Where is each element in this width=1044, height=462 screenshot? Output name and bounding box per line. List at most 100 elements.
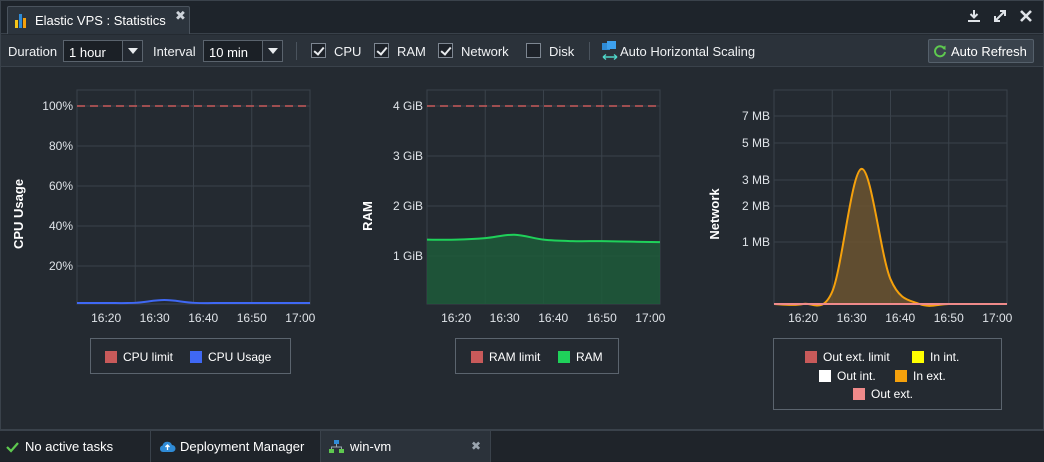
x-tick-label: 16:40	[885, 311, 915, 325]
y-tick-label: 100%	[42, 99, 73, 113]
legend-label: RAM	[576, 350, 603, 364]
y-tick-label: 80%	[49, 139, 73, 153]
legend-label: CPU limit	[123, 350, 173, 364]
deployment-manager-label: Deployment Manager	[180, 439, 305, 454]
title-bar: Elastic VPS : Statistics ✖	[1, 1, 1043, 34]
series-cpu-usage	[76, 299, 310, 305]
tab-win-vm[interactable]: win-vm ✖	[321, 431, 491, 462]
x-tick-label: 16:20	[788, 311, 818, 325]
auto-refresh-label: Auto Refresh	[951, 44, 1027, 59]
x-tick-label: 16:50	[587, 311, 617, 325]
x-tick-label: 16:30	[490, 311, 520, 325]
duration-select[interactable]: 1 hour	[63, 40, 143, 62]
x-tick-label: 17:00	[285, 311, 315, 325]
y-tick-label: 7 MB	[742, 109, 770, 123]
legend-label: Out ext.	[871, 387, 914, 401]
close-icon[interactable]: ✖	[471, 439, 482, 453]
interval-label: Interval	[153, 44, 196, 59]
x-tick-label: 16:40	[538, 311, 568, 325]
check-icon	[6, 440, 19, 458]
y-tick-label: 2 MB	[742, 199, 770, 213]
tasks-status[interactable]: No active tasks	[0, 431, 151, 462]
legend-label: Out ext. limit	[823, 350, 890, 364]
auto-refresh-button[interactable]: Auto Refresh	[928, 39, 1034, 63]
ram-legend: RAM limit RAM	[455, 338, 619, 374]
x-tick-label: 16:40	[188, 311, 218, 325]
y-tick-label: 4 GiB	[393, 99, 423, 113]
legend-swatch	[558, 351, 570, 363]
window-title: Elastic VPS : Statistics	[35, 13, 166, 28]
tab-close-icon[interactable]: ✖	[175, 8, 186, 23]
y-tick-label: 5 MB	[742, 136, 770, 150]
tab-deployment-manager[interactable]: Deployment Manager	[151, 431, 321, 462]
legend-label: CPU Usage	[208, 350, 272, 364]
auto-scaling-icon[interactable]	[602, 41, 618, 61]
legend-swatch	[912, 351, 924, 363]
chevron-down-icon[interactable]	[122, 41, 142, 61]
refresh-icon	[933, 44, 947, 58]
series-ram	[426, 233, 661, 244]
close-icon[interactable]	[1019, 9, 1033, 23]
status-bar: No active tasks Deployment Manager win-v…	[0, 430, 1044, 462]
statistics-window: Elastic VPS : Statistics ✖ Duration 1 ho…	[0, 0, 1044, 430]
legend-item-out-int[interactable]: Out int.	[819, 369, 876, 383]
tasks-label: No active tasks	[25, 439, 114, 454]
duration-value: 1 hour	[69, 45, 106, 60]
legend-swatch	[895, 370, 907, 382]
legend-swatch	[805, 351, 817, 363]
x-tick-label: 16:30	[140, 311, 170, 325]
duration-label: Duration	[8, 44, 58, 59]
axis-title: Network	[707, 188, 722, 240]
x-tick-label: 16:30	[837, 311, 867, 325]
expand-icon[interactable]	[993, 9, 1007, 23]
legend-item-cpu-limit[interactable]: CPU limit	[105, 350, 173, 364]
win-vm-label: win-vm	[350, 439, 392, 454]
tab-statistics[interactable]: Elastic VPS : Statistics ✖	[7, 6, 190, 34]
download-icon[interactable]	[967, 9, 981, 23]
legend-label: RAM limit	[489, 350, 541, 364]
y-tick-label: 20%	[49, 259, 73, 273]
x-tick-label: 17:00	[635, 311, 665, 325]
y-tick-label: 60%	[49, 179, 73, 193]
legend-swatch	[819, 370, 831, 382]
disk-checkbox[interactable]	[526, 43, 541, 58]
legend-item-out-ext-limit[interactable]: Out ext. limit	[805, 350, 890, 364]
legend-item-cpu-usage[interactable]: CPU Usage	[190, 350, 271, 364]
charts-area: 20% 40% 60% 80% 100% 16:20 16:30 16:40 16:50 17:0…	[11, 89, 1013, 325]
network-legend: Out ext. limit In int. Out int. In ext. …	[773, 338, 1002, 410]
x-tick-label: 16:20	[441, 311, 471, 325]
network-checkbox-label[interactable]: Network	[461, 44, 509, 59]
legend-swatch	[471, 351, 483, 363]
legend-label: Out int.	[837, 369, 876, 383]
x-tick-label: 17:00	[982, 311, 1012, 325]
x-tick-label: 16:50	[934, 311, 964, 325]
axis-title: RAM	[360, 201, 375, 231]
legend-item-in-ext[interactable]: In ext.	[895, 369, 946, 383]
y-tick-label: 3 GiB	[393, 149, 423, 163]
legend-swatch	[105, 351, 117, 363]
legend-item-out-ext[interactable]: Out ext.	[853, 387, 913, 401]
legend-item-ram-limit[interactable]: RAM limit	[471, 350, 540, 364]
legend-label: In ext.	[913, 369, 946, 383]
network-checkbox[interactable]	[438, 43, 453, 58]
cpu-checkbox-label[interactable]: CPU	[334, 44, 362, 59]
legend-item-ram[interactable]: RAM	[558, 350, 603, 364]
y-tick-label: 3 MB	[742, 173, 770, 187]
y-tick-label: 40%	[49, 219, 73, 233]
toolbar: Duration 1 hour Interval 10 min CPU RAM …	[1, 35, 1043, 67]
statistics-icon	[15, 14, 29, 28]
legend-label: In int.	[930, 350, 960, 364]
legend-item-in-int[interactable]: In int.	[912, 350, 959, 364]
disk-checkbox-label[interactable]: Disk	[549, 44, 575, 59]
cpu-checkbox[interactable]	[311, 43, 326, 58]
cpu-legend: CPU limit CPU Usage	[90, 338, 291, 374]
auto-scaling-label[interactable]: Auto Horizontal Scaling	[620, 44, 756, 59]
ram-checkbox[interactable]	[374, 43, 389, 58]
series-area-ram	[427, 234, 660, 304]
interval-select[interactable]: 10 min	[203, 40, 283, 62]
axis-title: CPU Usage	[11, 179, 26, 249]
y-tick-label: 1 GiB	[393, 249, 423, 263]
x-tick-label: 16:20	[91, 311, 121, 325]
ram-checkbox-label[interactable]: RAM	[397, 44, 426, 59]
chevron-down-icon[interactable]	[262, 41, 282, 61]
